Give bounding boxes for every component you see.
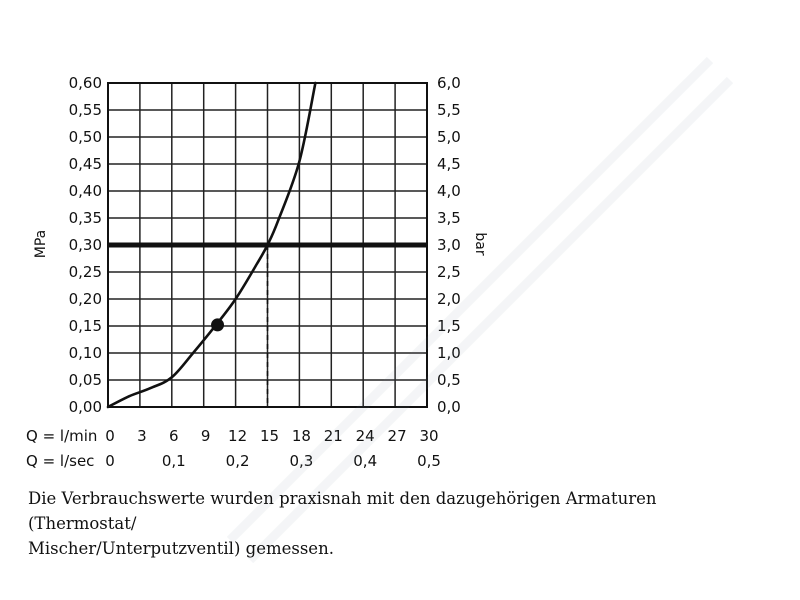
y-left-tick-label: 0,55 bbox=[69, 101, 102, 119]
y-right-tick-labels: 0,0 0,5 1,0 1,5 2,0 2,5 3,0 3,5 4,0 4,5 5,0 5,5 6,0 bbox=[437, 74, 461, 416]
x-secondary-tick-label: 0 bbox=[105, 452, 115, 470]
x-primary-axis-label: Q = l/min bbox=[26, 427, 97, 445]
x-primary-tick-label: 12 bbox=[228, 427, 247, 445]
x-secondary-tick-labels: 0 0,1 0,2 0,3 0,4 0,5 bbox=[105, 452, 441, 470]
y-right-tick-label: 0,0 bbox=[437, 398, 461, 416]
x-secondary-axis-label: Q = l/sec bbox=[26, 452, 94, 470]
marker-point bbox=[211, 318, 225, 332]
y-right-tick-label: 5,5 bbox=[437, 101, 461, 119]
y-right-tick-label: 2,5 bbox=[437, 263, 461, 281]
footnote: Die Verbrauchswerte wurden praxisnah mit… bbox=[28, 486, 768, 561]
x-primary-tick-label: 3 bbox=[137, 427, 147, 445]
y-left-tick-label: 0,00 bbox=[69, 398, 102, 416]
x-primary-tick-label: 9 bbox=[201, 427, 211, 445]
y-right-tick-label: 5,0 bbox=[437, 128, 461, 146]
x-primary-tick-label: 30 bbox=[419, 427, 438, 445]
y-right-tick-label: 4,5 bbox=[437, 155, 461, 173]
x-primary-tick-label: 15 bbox=[260, 427, 279, 445]
y-left-tick-label: 0,25 bbox=[69, 263, 102, 281]
series-curve bbox=[106, 81, 317, 409]
series-layer bbox=[106, 81, 427, 409]
x-secondary-tick-label: 0,1 bbox=[162, 452, 186, 470]
y-left-tick-label: 0,45 bbox=[69, 155, 102, 173]
y-left-tick-label: 0,60 bbox=[69, 74, 102, 92]
y-right-tick-label: 4,0 bbox=[437, 182, 461, 200]
y-right-tick-label: 0,5 bbox=[437, 371, 461, 389]
y-left-tick-label: 0,10 bbox=[69, 344, 102, 362]
y-left-tick-label: 0,15 bbox=[69, 317, 102, 335]
y-left-tick-label: 0,50 bbox=[69, 128, 102, 146]
x-primary-tick-label: 6 bbox=[169, 427, 179, 445]
y-right-axis-title: bar bbox=[472, 232, 488, 255]
y-right-tick-label: 1,0 bbox=[437, 344, 461, 362]
y-right-tick-label: 3,5 bbox=[437, 209, 461, 227]
y-left-tick-label: 0,35 bbox=[69, 209, 102, 227]
x-secondary-tick-label: 0,5 bbox=[417, 452, 441, 470]
y-left-tick-label: 0,05 bbox=[69, 371, 102, 389]
y-left-tick-label: 0,20 bbox=[69, 290, 102, 308]
x-primary-tick-label: 21 bbox=[324, 427, 343, 445]
x-primary-tick-label: 18 bbox=[292, 427, 311, 445]
x-primary-tick-label: 0 bbox=[105, 427, 115, 445]
footnote-line-1: Die Verbrauchswerte wurden praxisnah mit… bbox=[28, 489, 657, 533]
x-secondary-tick-label: 0,4 bbox=[353, 452, 377, 470]
y-left-tick-labels: 0,00 0,05 0,10 0,15 0,20 0,25 0,30 0,35 0,40 0,45… bbox=[69, 74, 102, 416]
footnote-line-2: Mischer/Unterputzventil) gemessen. bbox=[28, 539, 334, 558]
y-left-axis-title: MPa bbox=[33, 230, 49, 258]
x-primary-tick-labels: 0 3 6 9 12 15 18 21 24 27 30 bbox=[105, 427, 438, 445]
y-right-tick-label: 1,5 bbox=[437, 317, 461, 335]
x-secondary-tick-label: 0,3 bbox=[289, 452, 313, 470]
x-primary-tick-label: 24 bbox=[356, 427, 375, 445]
x-secondary-tick-label: 0,2 bbox=[226, 452, 250, 470]
y-left-tick-label: 0,30 bbox=[69, 236, 102, 254]
y-right-tick-label: 2,0 bbox=[437, 290, 461, 308]
y-left-tick-label: 0,40 bbox=[69, 182, 102, 200]
y-right-tick-label: 3,0 bbox=[437, 236, 461, 254]
y-right-tick-label: 6,0 bbox=[437, 74, 461, 92]
x-primary-tick-label: 27 bbox=[388, 427, 407, 445]
